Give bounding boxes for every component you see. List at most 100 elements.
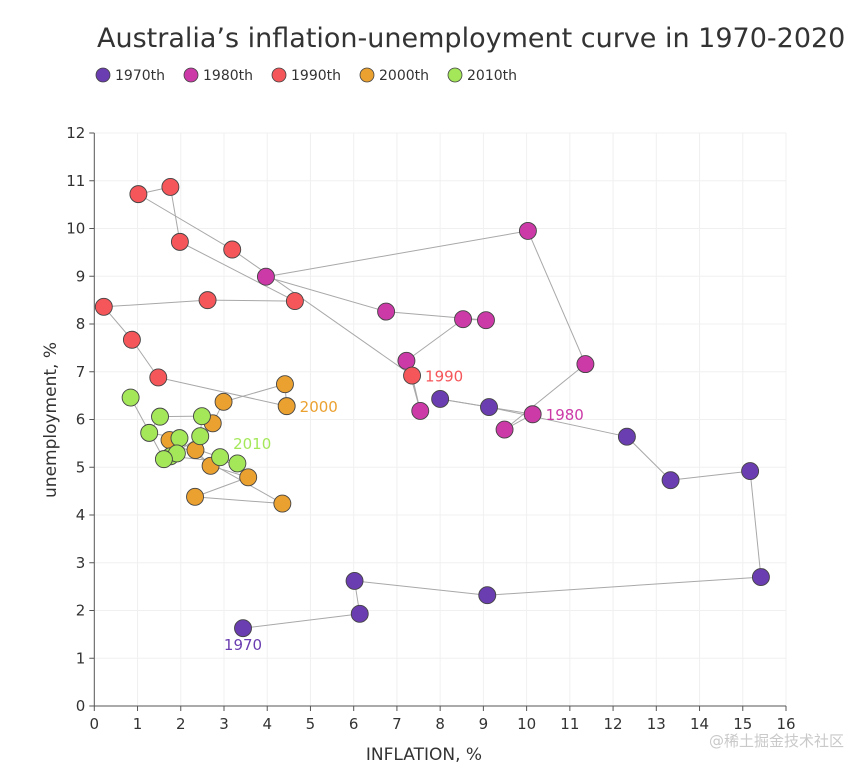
x-tick-label: 10: [517, 715, 536, 733]
grid: [94, 132, 787, 706]
data-point-1970th[interactable]: [345, 571, 364, 590]
y-tick-label: 11: [66, 172, 85, 190]
data-point-1990th[interactable]: [94, 297, 113, 316]
legend-item-1980th[interactable]: 1980th: [183, 67, 253, 84]
data-point-1990th[interactable]: [223, 240, 242, 259]
legend-item-1990th[interactable]: 1990th: [271, 67, 341, 84]
legend-marker: [95, 67, 111, 83]
point-label-1990: 1990: [425, 368, 463, 386]
connection-segment: [103, 299, 208, 308]
data-point-1980th[interactable]: [523, 405, 542, 424]
data-point-2010th[interactable]: [121, 388, 140, 407]
data-point-1970th[interactable]: [617, 427, 636, 446]
data-point-1980th[interactable]: [454, 310, 473, 329]
data-point-1980th[interactable]: [477, 311, 495, 330]
legend-marker: [359, 67, 375, 83]
x-axis-title: INFLATION, %: [366, 745, 482, 765]
data-point-2010th[interactable]: [170, 429, 189, 448]
y-tick-label: 4: [76, 506, 86, 524]
y-tick-label: 2: [76, 602, 86, 620]
data-point-1980th[interactable]: [576, 355, 595, 374]
data-point-2010th[interactable]: [211, 448, 230, 467]
x-tick-label: 12: [604, 715, 623, 733]
data-point-1970th[interactable]: [350, 604, 369, 623]
data-point-1970th[interactable]: [234, 619, 252, 638]
connection-segment: [169, 186, 181, 242]
data-point-2010th[interactable]: [154, 450, 173, 469]
data-point-1980th[interactable]: [256, 267, 275, 286]
point-label-2010: 2010: [233, 435, 271, 453]
chart-title: Australia’s inflation-unemployment curve…: [97, 23, 845, 54]
data-point-1990th[interactable]: [170, 232, 189, 251]
connection-segment: [179, 241, 296, 302]
y-axis-title: unemployment, %: [41, 342, 61, 498]
x-tick-label: 5: [306, 715, 316, 733]
data-point-1990th[interactable]: [149, 368, 168, 387]
data-point-1990th[interactable]: [122, 330, 141, 349]
data-point-1970th[interactable]: [661, 471, 680, 490]
data-point-1970th[interactable]: [480, 398, 498, 417]
data-point-2000th[interactable]: [186, 487, 204, 506]
data-point-1970th[interactable]: [478, 586, 497, 605]
y-tick-label: 1: [76, 649, 86, 667]
x-tick-label: 13: [647, 715, 666, 733]
data-point-1990th[interactable]: [285, 292, 304, 311]
data-point-2010th[interactable]: [192, 407, 211, 426]
connection-segment: [487, 576, 761, 596]
connection-segment: [670, 470, 751, 481]
data-point-2000th[interactable]: [239, 468, 258, 487]
data-point-1990th[interactable]: [403, 366, 421, 385]
y-tick-label: 0: [76, 697, 86, 715]
data-point-2000th[interactable]: [277, 397, 296, 416]
legend-label: 1970th: [115, 68, 165, 84]
connection-segment: [504, 363, 586, 430]
connection-segment: [242, 613, 360, 629]
data-point-1980th[interactable]: [411, 401, 430, 420]
x-tick-label: 2: [176, 715, 186, 733]
data-point-2000th[interactable]: [275, 375, 294, 394]
data-point-1980th[interactable]: [377, 302, 396, 321]
connection-segment: [194, 476, 249, 498]
x-tick-label: 0: [90, 715, 100, 733]
connection-segment: [138, 193, 233, 250]
connection-segment: [749, 471, 762, 578]
y-tick-label: 6: [76, 411, 86, 429]
x-tick-label: 7: [392, 715, 402, 733]
x-tick-label: 16: [776, 715, 795, 733]
data-point-2010th[interactable]: [191, 427, 210, 446]
legend-item-1970th[interactable]: 1970th: [95, 67, 165, 84]
data-point-1970th[interactable]: [431, 390, 450, 408]
legend-item-2000th[interactable]: 2000th: [359, 67, 429, 84]
legend-marker: [447, 67, 463, 83]
data-point-2000th[interactable]: [214, 392, 233, 411]
y-tick-label: 12: [66, 124, 85, 142]
connection-segment: [354, 580, 488, 596]
connection-segment: [527, 230, 586, 365]
x-tick-label: 11: [560, 715, 579, 733]
watermark: @稀土掘金技术社区: [708, 732, 844, 750]
data-point-2010th[interactable]: [140, 423, 159, 442]
data-point-2010th[interactable]: [228, 454, 247, 473]
connection-segment: [223, 383, 286, 403]
connection-segment: [265, 230, 528, 278]
data-point-2000th[interactable]: [273, 494, 292, 513]
connection-segment: [158, 376, 287, 407]
data-point-1990th[interactable]: [161, 178, 180, 196]
legend: 1970th 1980th 1990th 2000th 2010th: [95, 67, 517, 84]
x-tick-label: 8: [435, 715, 445, 733]
data-points: [94, 178, 770, 638]
data-point-1970th[interactable]: [741, 462, 760, 481]
connection-segment: [194, 496, 283, 505]
y-tick-label: 9: [76, 267, 86, 285]
data-point-1980th[interactable]: [518, 221, 537, 240]
legend-item-2010th[interactable]: 2010th: [447, 67, 517, 84]
y-tick-label: 8: [76, 315, 86, 333]
x-tick-label: 14: [690, 715, 709, 733]
data-point-2010th[interactable]: [151, 407, 169, 426]
data-point-1990th[interactable]: [129, 185, 148, 204]
data-point-1980th[interactable]: [495, 420, 514, 439]
data-point-1970th[interactable]: [751, 568, 770, 587]
data-point-1990th[interactable]: [198, 291, 217, 310]
